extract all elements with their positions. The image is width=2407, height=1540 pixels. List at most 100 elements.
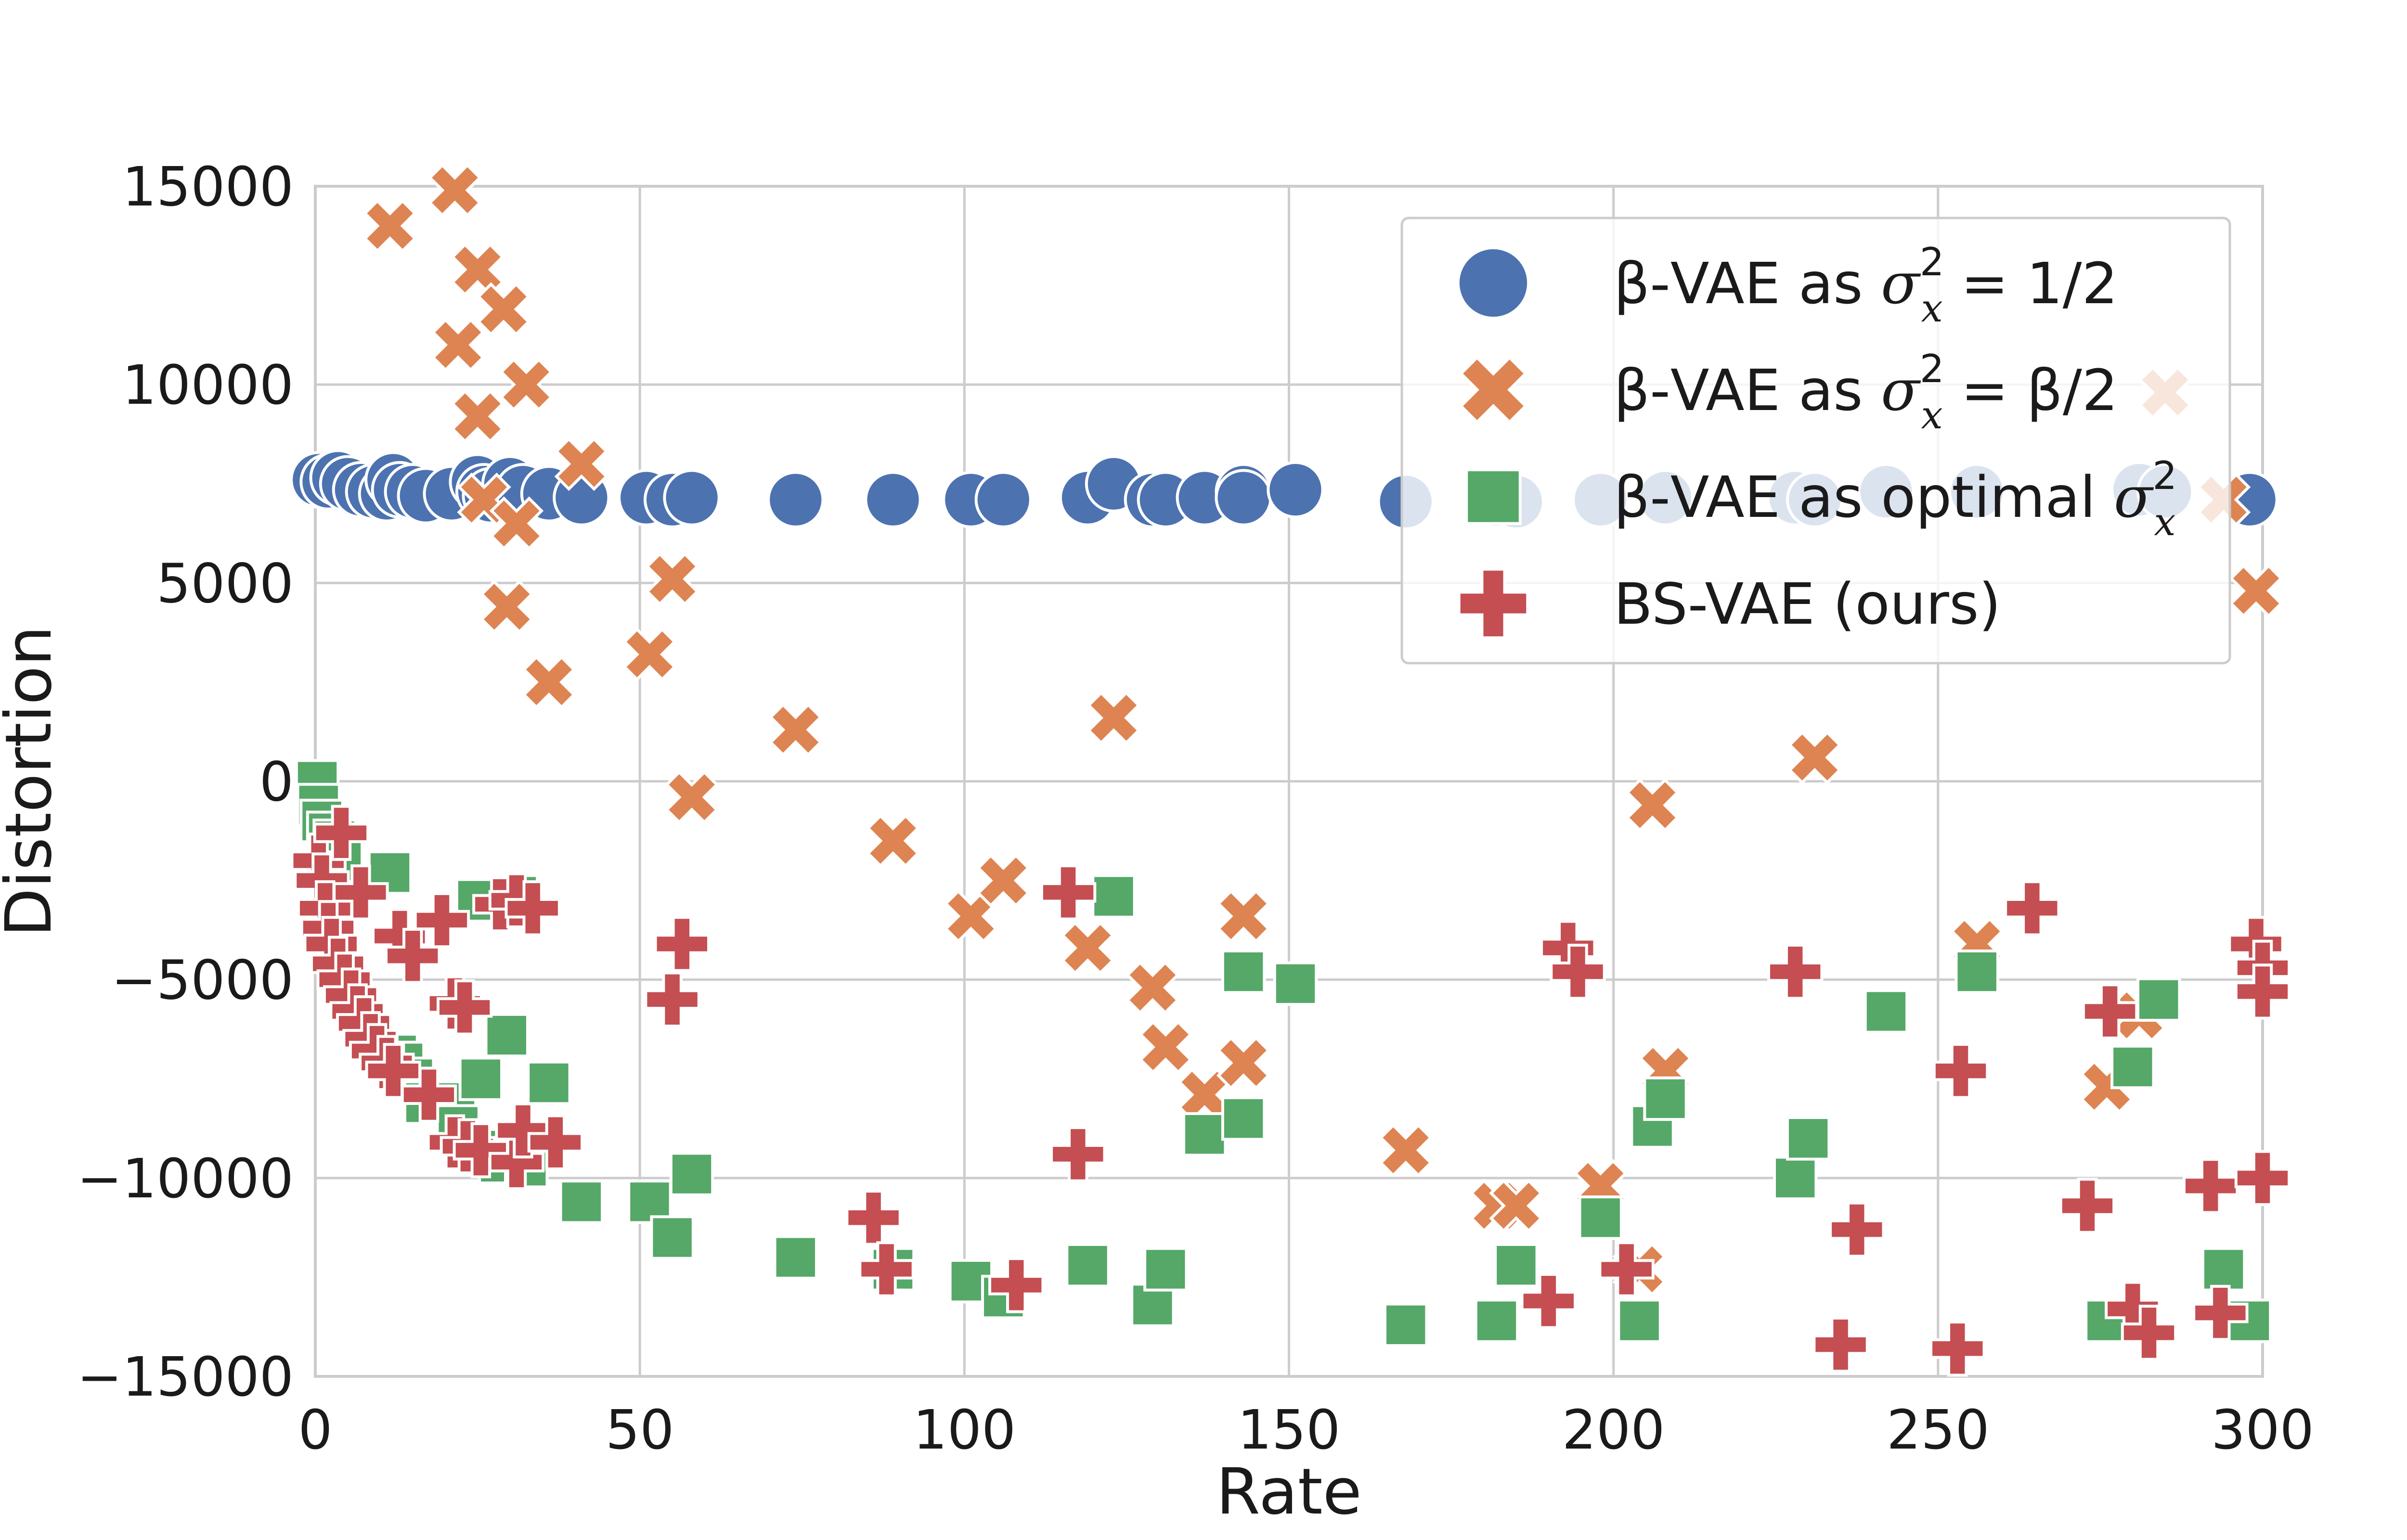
legend-marker [1459,355,1528,424]
data-point [1065,1243,1110,1288]
data-point [450,242,505,297]
data-point [436,979,493,1036]
data-point [333,864,389,921]
data-point [2121,1305,2177,1361]
data-point [505,880,561,937]
data-point [453,1122,509,1179]
data-point [1787,730,1842,785]
data-point [2234,1150,2291,1206]
data-point [527,1060,571,1105]
y-tick-label: 15000 [122,156,294,218]
x-tick-label: 150 [1238,1399,1341,1462]
y-tick-labels: 15000 10000 5000 0 −5000 −10000 −15000 [77,156,294,1409]
data-point [1379,1123,1433,1178]
x-axis-label: Rate [1216,1455,1362,1529]
data-point [431,318,485,372]
data-point [645,552,699,606]
data-point [2234,963,2291,1020]
data-point [845,1190,902,1246]
legend-entry: β-VAE as optimal σ2 x [1465,453,2177,544]
data-point [944,889,998,943]
data-point [2004,880,2060,937]
data-point [1215,469,1272,526]
data-point [527,1114,584,1170]
data-point [1182,1112,1227,1157]
data-point [476,282,531,336]
x-tick-label: 0 [298,1399,332,1462]
x-tick-label: 250 [1887,1399,1990,1462]
y-tick-label: −5000 [111,950,294,1012]
data-point [1273,961,1318,1006]
data-point [2182,1158,2239,1214]
data-point [1625,778,1680,833]
data-point [362,199,417,253]
data-point [1954,949,1999,994]
data-point [1050,1126,1106,1182]
data-point [1863,989,1909,1034]
data-point [2192,1284,2249,1341]
x-tick-label: 50 [606,1399,674,1462]
x-tick-label: 300 [2211,1399,2314,1462]
data-point [1126,960,1180,1015]
data-point [664,770,719,824]
y-tick-label: 10000 [122,354,294,417]
data-point [479,579,534,634]
data-point [1267,461,1324,519]
data-point [489,496,544,551]
data-point [484,1013,529,1058]
legend-marker [1456,246,1530,320]
data-point [2110,1044,2155,1090]
data-point [1040,864,1097,921]
y-tick-label: −10000 [77,1148,294,1210]
data-point [2136,977,2181,1022]
data-point [1216,889,1271,943]
y-tick-label: 0 [259,751,294,814]
data-point [622,627,677,681]
data-point [1221,1096,1266,1141]
data-point [1061,921,1115,975]
x-tick-labels: 0 50 100 150 200 250 300 [298,1399,2314,1462]
legend-marker [1465,468,1522,525]
data-point [414,892,470,949]
data-point [2082,983,2138,1040]
data-point [669,1152,714,1196]
legend-entry: β-VAE as σ2 x = β/2 [1459,346,2118,437]
data-point [767,471,825,528]
legend-box [1400,217,2231,665]
data-point [1929,1321,1986,1377]
legend-entry: BS-VAE (ours) [1457,567,2001,640]
data-point [663,469,721,526]
data-point [559,1180,604,1224]
data-point [1087,691,1141,745]
data-point [401,1066,457,1123]
data-point [522,655,576,709]
data-point [427,163,482,218]
data-point [976,853,1031,908]
data-point [988,1257,1045,1313]
legend-label: β-VAE as σ2 x = β/2 [1614,346,2118,437]
legend-entry: β-VAE as σ2 x = 1/2 [1456,240,2118,331]
legend-label: BS-VAE (ours) [1614,571,2001,637]
data-point [1221,949,1266,994]
data-point [1550,943,1606,1000]
data-point [1617,1298,1662,1343]
y-tick-label: −15000 [77,1346,294,1409]
data-point [450,389,505,444]
data-point [1829,1201,1885,1258]
data-point [1384,1302,1428,1348]
data-point [1932,1043,1989,1099]
series-4 [290,805,2291,1377]
data-point [554,436,608,491]
data-point [768,703,823,757]
data-point [1520,1273,1577,1329]
data-point [1091,874,1136,919]
data-point [1489,1179,1543,1233]
x-tick-label: 200 [1562,1399,1665,1462]
y-tick-label: 5000 [156,552,294,615]
x-tick-label: 100 [913,1399,1016,1462]
data-point [458,1056,504,1101]
data-point [1786,1116,1831,1161]
legend-label: β-VAE as σ2 x = 1/2 [1614,240,2118,331]
data-point [1812,1316,1869,1373]
